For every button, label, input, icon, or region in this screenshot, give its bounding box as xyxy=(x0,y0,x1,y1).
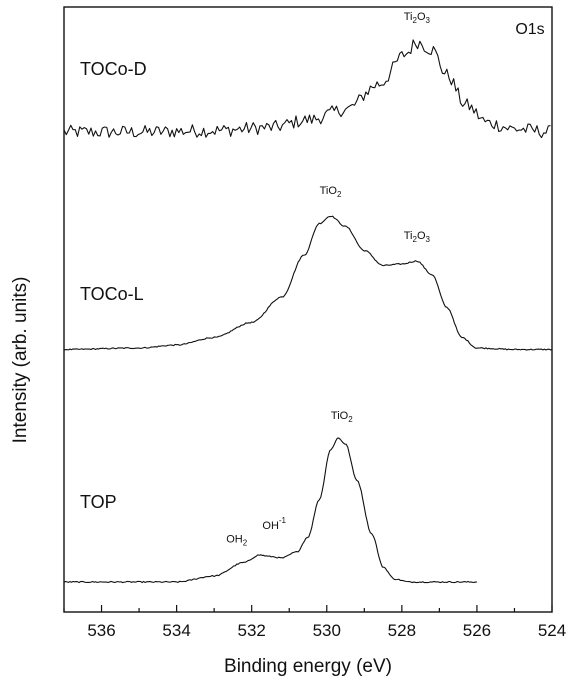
x-tick-label: 524 xyxy=(538,621,566,640)
peak-annotations: Ti2O3 TiO2 Ti2O3 OH2 OH-1 TiO2 xyxy=(226,11,430,548)
x-tick-label: 526 xyxy=(463,621,491,640)
series-line-toco-d xyxy=(63,39,551,139)
plot-frame xyxy=(63,6,553,613)
x-tick-label: 528 xyxy=(388,621,416,640)
series-layer xyxy=(63,39,553,584)
x-tick-label: 536 xyxy=(87,621,115,640)
series-line-toco-l xyxy=(63,215,553,351)
series-name-top: TOP xyxy=(80,492,117,512)
peak-label: OH-1 xyxy=(262,516,286,532)
series-line-top xyxy=(63,437,477,584)
y-axis-title: Intensity (arb. units) xyxy=(10,277,31,444)
x-tick-label: 532 xyxy=(238,621,266,640)
x-axis-ticks xyxy=(63,605,553,612)
series-name-toco-l: TOCo-L xyxy=(80,284,144,304)
x-tick-label: 534 xyxy=(162,621,190,640)
x-axis-title: Binding energy (eV) xyxy=(224,656,392,677)
panel-label: O1s xyxy=(515,21,544,38)
peak-label: Ti2O3 xyxy=(404,11,431,25)
peak-label: TiO2 xyxy=(331,410,353,424)
peak-label: Ti2O3 xyxy=(404,230,431,244)
x-tick-label: 530 xyxy=(313,621,341,640)
series-names: TOCo-D TOCo-L TOP xyxy=(80,59,147,512)
peak-label: OH2 xyxy=(226,534,248,548)
peak-label: TiO2 xyxy=(320,185,342,199)
x-axis-tick-labels: 536 534 532 530 528 526 524 xyxy=(87,621,566,640)
series-name-toco-d: TOCo-D xyxy=(80,59,147,79)
